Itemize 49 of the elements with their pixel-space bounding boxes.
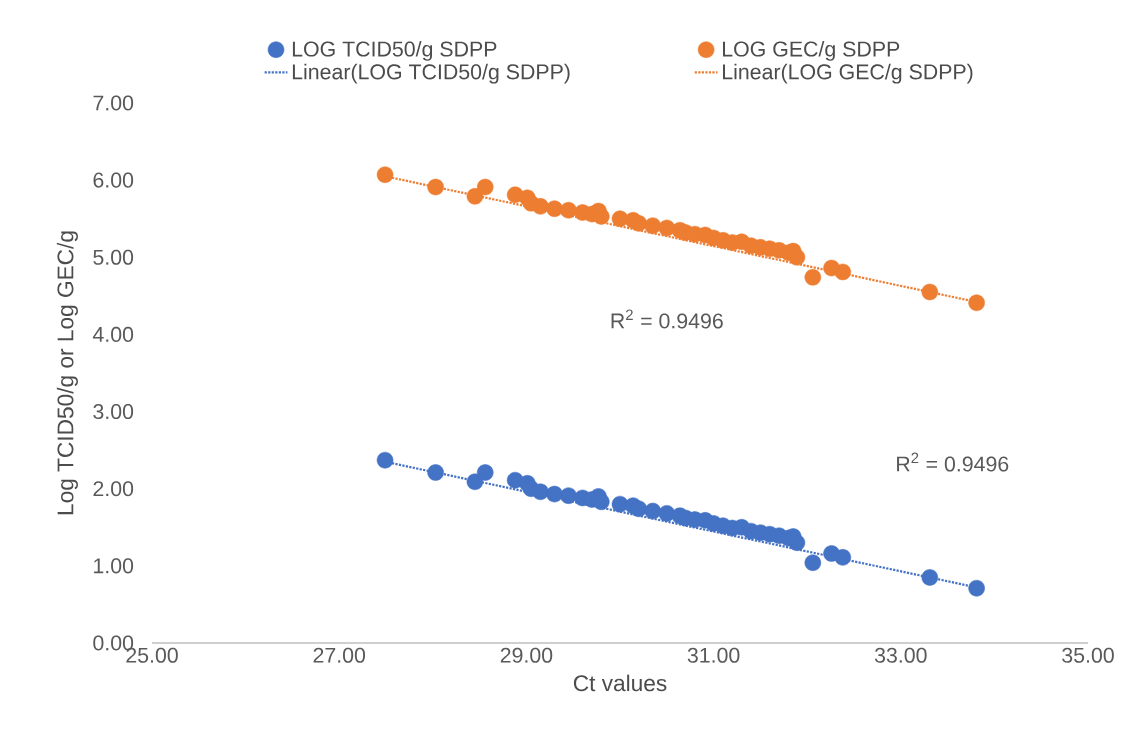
x-axis-title: Ct values (573, 674, 667, 692)
y-axis-title: Log TCID50/g or Log GEC/g (56, 231, 78, 515)
point (968, 579, 985, 597)
point (921, 569, 939, 586)
point (546, 485, 563, 503)
x-tick-label: 33.00 (874, 647, 927, 663)
point (644, 217, 662, 234)
y-tick-label: 4.00 (92, 326, 134, 342)
point (593, 493, 610, 511)
point (466, 473, 484, 491)
point (921, 283, 939, 301)
y-tick-label: 6.00 (93, 172, 134, 188)
x-tick-label: 29.00 (500, 647, 553, 663)
legend-label: Linear(LOG TCID50/g SDPP) (292, 63, 570, 84)
point (546, 200, 563, 217)
annotation: R$^{2}$ = 0.9496 (611, 309, 723, 329)
point (611, 210, 629, 227)
y-tick-label: 5.00 (93, 249, 134, 265)
x-tick-label: 27.00 (313, 647, 366, 663)
point (560, 487, 577, 504)
x-tick-label: 31.00 (687, 647, 740, 663)
point (834, 549, 852, 566)
point (804, 554, 822, 572)
point (593, 208, 610, 225)
y-tick-label: 1.00 (94, 558, 134, 574)
point (630, 500, 647, 518)
point (532, 483, 549, 501)
point (630, 215, 647, 232)
y-tick-label: 7.00 (93, 95, 134, 111)
point (804, 269, 822, 286)
point (427, 464, 444, 481)
point (376, 451, 394, 469)
point (476, 178, 494, 196)
point (476, 464, 494, 481)
legend-label: LOG TCID50/g SDPP (292, 40, 497, 61)
point (560, 201, 577, 219)
annotation: R$^{2}$ = 0.9496 (897, 452, 1009, 472)
legend-label: Linear(LOG GEC/g SDPP) (723, 63, 973, 84)
point (644, 502, 662, 520)
point (466, 188, 484, 205)
point (834, 263, 852, 281)
y-tick-label: 3.00 (93, 404, 134, 420)
point (376, 166, 394, 183)
point (532, 198, 549, 215)
y-tick-label: 2.00 (93, 481, 134, 497)
point (427, 178, 444, 196)
legend-label: LOG GEC/g SDPP (723, 40, 900, 61)
point (968, 294, 985, 312)
x-tick-label: 35.00 (1062, 647, 1114, 663)
